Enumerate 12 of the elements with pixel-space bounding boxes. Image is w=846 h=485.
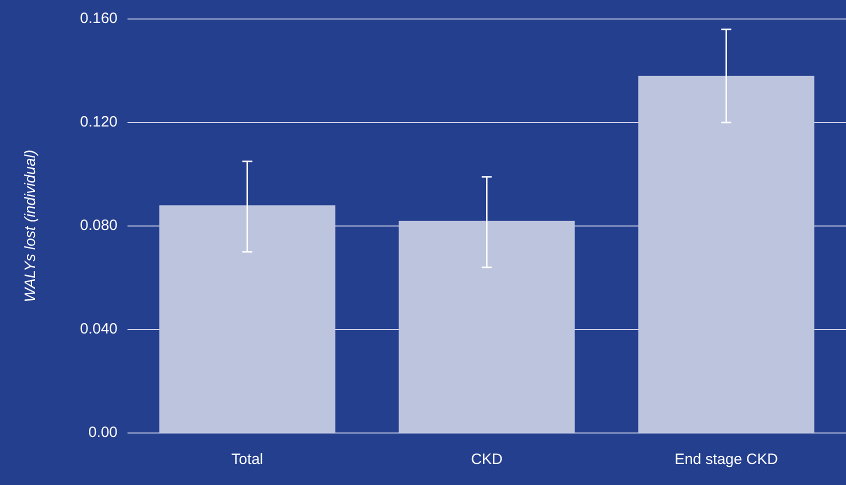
y-tick-label: 0.040 [80, 320, 118, 338]
y-tick-label: 0.00 [88, 424, 118, 442]
y-axis-title: WALYs lost (individual) [22, 150, 40, 302]
y-tick-label: 0.160 [80, 10, 118, 28]
x-tick-label: CKD [470, 451, 503, 468]
bar [159, 205, 336, 432]
bar [638, 76, 814, 432]
x-tick-label: End stage CKD [674, 451, 778, 468]
x-tick-label: Total [231, 451, 264, 468]
bar [398, 220, 575, 432]
y-tick-label: 0.120 [80, 114, 118, 131]
y-tick-label: 0.080 [80, 217, 118, 234]
